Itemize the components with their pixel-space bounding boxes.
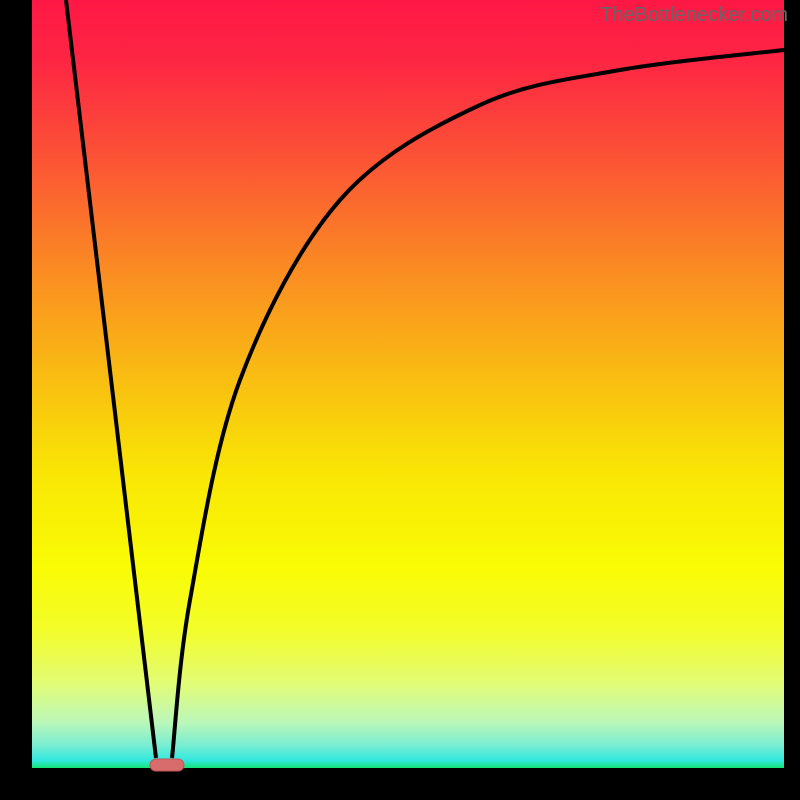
- chart-svg: [0, 0, 800, 800]
- chart-container: TheBottleneсker.com: [0, 0, 800, 800]
- watermark-text: TheBottleneсker.com: [600, 4, 788, 27]
- minimum-marker: [150, 759, 184, 771]
